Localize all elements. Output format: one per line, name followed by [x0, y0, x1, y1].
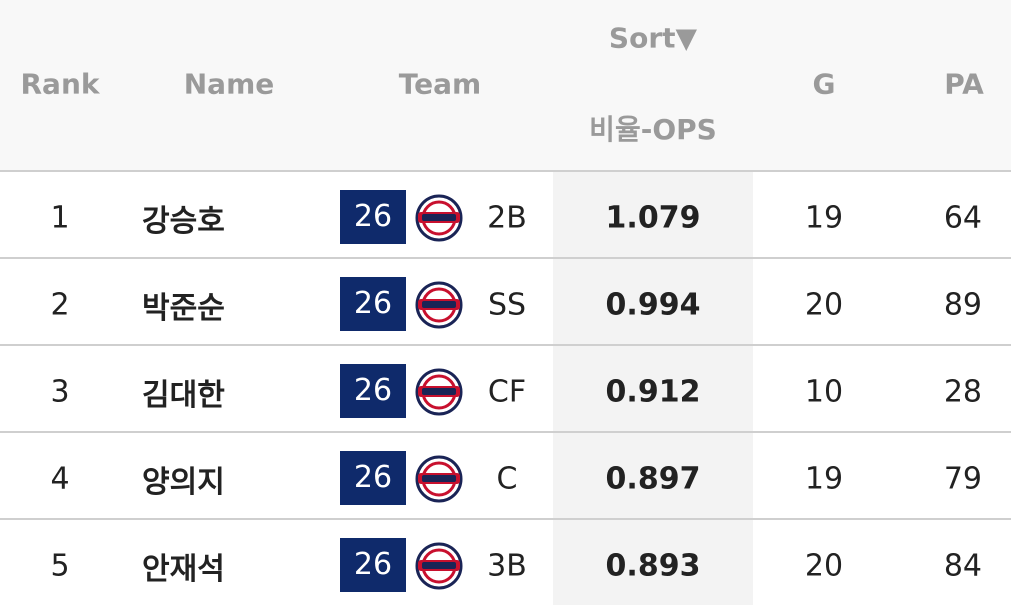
- games: 20: [804, 287, 844, 322]
- rank: 1: [50, 200, 70, 235]
- games: 19: [804, 461, 844, 496]
- player-name: 김대한: [142, 377, 225, 413]
- logo-icon: [415, 368, 463, 415]
- player-name: 강승호: [142, 203, 225, 239]
- row-separator: [0, 257, 1011, 259]
- team-logo: [412, 451, 466, 507]
- table-header: [0, 0, 1011, 170]
- team-logo: [412, 538, 466, 594]
- player-name: 박준순: [142, 290, 225, 326]
- plate-appearances: 84: [943, 548, 982, 583]
- team-number: 26: [340, 363, 406, 418]
- ops: 0.912: [605, 374, 701, 409]
- ops: 0.893: [605, 548, 701, 583]
- sorted-column-bg: [553, 172, 753, 605]
- header-rank[interactable]: Rank: [20, 67, 100, 101]
- position: 3B: [487, 548, 527, 583]
- position: C: [496, 461, 518, 496]
- rank: 3: [50, 374, 70, 409]
- team-logo: [412, 190, 466, 246]
- sort-button[interactable]: Sort▼: [608, 21, 698, 55]
- team-logo: [412, 364, 466, 420]
- rank: 4: [50, 461, 70, 496]
- row-separator: [0, 170, 1011, 172]
- logo-icon: [415, 281, 463, 328]
- logo-icon: [415, 455, 463, 502]
- rank: 5: [50, 548, 70, 583]
- plate-appearances: 89: [943, 287, 982, 322]
- header-team[interactable]: Team: [398, 67, 482, 101]
- header-g[interactable]: G: [812, 67, 836, 101]
- team-number: 26: [340, 189, 406, 244]
- plate-appearances: 28: [943, 374, 982, 409]
- player-name: 안재석: [142, 551, 225, 587]
- team-logo: [412, 277, 466, 333]
- team-number: 26: [340, 537, 406, 592]
- position: CF: [487, 374, 527, 409]
- position: SS: [487, 287, 527, 322]
- header-name[interactable]: Name: [183, 67, 275, 101]
- row-separator: [0, 344, 1011, 346]
- team-number: 26: [340, 276, 406, 331]
- plate-appearances: 64: [943, 200, 982, 235]
- games: 10: [804, 374, 844, 409]
- games: 20: [804, 548, 844, 583]
- rank: 2: [50, 287, 70, 322]
- ops: 0.994: [605, 287, 701, 322]
- logo-icon: [415, 194, 463, 241]
- position: 2B: [487, 200, 527, 235]
- row-separator: [0, 518, 1011, 520]
- ops: 0.897: [605, 461, 701, 496]
- games: 19: [804, 200, 844, 235]
- ops: 1.079: [605, 200, 701, 235]
- header-pa[interactable]: PA: [944, 67, 984, 101]
- row-separator: [0, 431, 1011, 433]
- header-ops[interactable]: 비율-OPS: [589, 113, 717, 146]
- plate-appearances: 79: [943, 461, 982, 496]
- team-number: 26: [340, 450, 406, 505]
- logo-icon: [415, 542, 463, 589]
- player-name: 양의지: [142, 464, 225, 500]
